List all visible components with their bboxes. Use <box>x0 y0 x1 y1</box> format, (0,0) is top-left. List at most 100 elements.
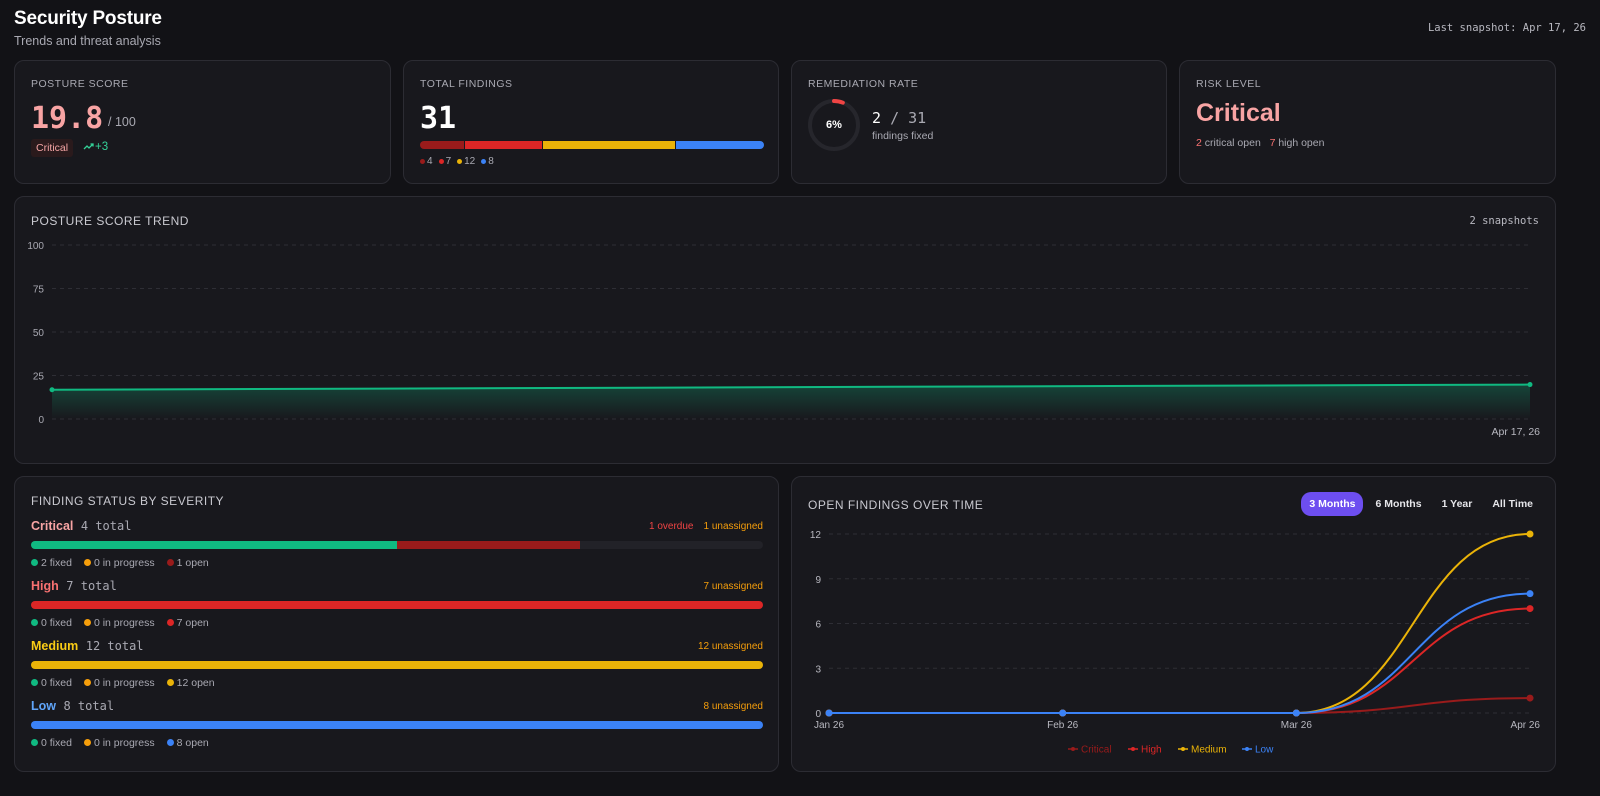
y-tick-label: 6 <box>815 620 821 631</box>
severity-status-legend: 0 fixed 0 in progress 12 open <box>31 677 215 689</box>
severity-name: Critical <box>31 519 74 533</box>
severity-row-low: Low 8 total 8 unassigned 0 fixed 0 in pr… <box>31 699 764 749</box>
open-segment <box>397 541 580 549</box>
open-segment <box>31 601 763 609</box>
dot-icon <box>438 158 444 164</box>
data-point-critical <box>1526 694 1534 702</box>
card-label: RISK LEVEL <box>1196 78 1262 90</box>
severity-total: 12 total <box>85 639 144 653</box>
severity-segment <box>543 141 675 149</box>
dot-icon <box>31 558 38 566</box>
severity-progress-track <box>31 541 763 549</box>
risk-level-value: Critical <box>1196 99 1281 127</box>
section-title: OPEN FINDINGS OVER TIME <box>808 498 984 512</box>
dot-icon <box>457 158 463 164</box>
high-open-count: 7 <box>1269 137 1276 149</box>
legend-item-critical[interactable]: Critical <box>1068 745 1112 756</box>
risk-level-card: RISK LEVEL Critical 2 critical open 7 hi… <box>1179 60 1556 184</box>
legend-item-high[interactable]: High <box>1128 745 1162 756</box>
in-progress-count: 0 in progress <box>93 557 155 569</box>
severity-heading: Critical 4 total <box>31 519 763 533</box>
legend-label: Medium <box>1191 745 1227 756</box>
legend-item-medium[interactable]: Medium <box>1178 745 1227 756</box>
legend-dot-icon <box>1071 747 1075 751</box>
severity-count: 7 <box>445 156 452 167</box>
fixed-legend: 0 fixed <box>31 677 72 689</box>
tab-all-time[interactable]: All Time <box>1492 498 1533 510</box>
severity-count: 12 <box>464 156 476 167</box>
remediation-count: 2 / 31 <box>872 109 926 127</box>
x-tick-label: Apr 17, 26 <box>1492 426 1541 438</box>
overdue-count: 1 overdue <box>649 521 694 532</box>
dot-icon <box>83 738 91 746</box>
severity-row-high: High 7 total 7 unassigned 0 fixed 0 in p… <box>31 579 764 629</box>
score-point <box>49 387 55 393</box>
section-title: POSTURE SCORE TREND <box>31 214 189 228</box>
data-point-low <box>1059 709 1067 717</box>
status-badge: Critical <box>31 139 74 157</box>
y-tick-label: 25 <box>33 372 45 383</box>
severity-name: Low <box>31 699 56 713</box>
tab-6-months[interactable]: 6 Months <box>1375 498 1422 510</box>
data-point-low <box>1292 709 1300 717</box>
finding-status-card: FINDING STATUS BY SEVERITY Critical 4 to… <box>14 476 779 772</box>
in-progress-legend: 0 in progress <box>83 557 155 569</box>
severity-total: 7 total <box>66 579 117 593</box>
severity-progress-track <box>31 601 763 609</box>
y-tick-label: 12 <box>810 530 822 541</box>
series-line-low <box>829 592 1531 714</box>
open-legend: 7 open <box>166 617 209 629</box>
dot-icon <box>83 618 91 626</box>
tab-3-months[interactable]: 3 Months <box>1301 492 1364 516</box>
in-progress-legend: 0 in progress <box>83 677 155 689</box>
posture-score-card: POSTURE SCORE 19.8 / 100 Critical +3 <box>14 60 391 184</box>
score-line <box>51 383 1531 391</box>
severity-status-legend: 2 fixed 0 in progress 1 open <box>31 557 209 569</box>
unassigned-count: 8 unassigned <box>703 701 764 712</box>
dot-icon <box>166 558 174 566</box>
severity-name: High <box>31 579 59 593</box>
severity-count: 8 <box>488 156 494 167</box>
severity-count: 4 <box>427 156 433 167</box>
score-area <box>52 384 1530 419</box>
legend-item-low[interactable]: Low <box>1242 745 1274 756</box>
remediation-ring <box>808 99 860 151</box>
open-count: 8 open <box>176 737 209 749</box>
page-title: Security Posture <box>14 8 162 29</box>
severity-flags: 7 unassigned <box>694 581 764 592</box>
y-tick-label: 3 <box>815 664 821 675</box>
severity-legend-item: 12 <box>457 156 475 167</box>
fixed-count: 2 <box>872 109 882 127</box>
severity-flags: 8 unassigned <box>694 701 764 712</box>
open-findings-card: OPEN FINDINGS OVER TIME 3 Months 6 Months… <box>791 476 1556 772</box>
remediation-rate-card: REMEDIATION RATE 6% 2 / 31 findings fixe… <box>791 60 1167 184</box>
open-segment <box>31 661 763 669</box>
score-trend-value: +3 <box>95 141 109 153</box>
fixed-count: 2 fixed <box>41 557 72 569</box>
severity-row-medium: Medium 12 total 12 unassigned 0 fixed 0 … <box>31 639 763 689</box>
dot-icon <box>166 618 174 626</box>
data-point-low <box>825 709 833 717</box>
dot-icon <box>166 738 174 746</box>
severity-name: Medium <box>31 639 79 653</box>
legend-dot-icon <box>1245 747 1249 751</box>
card-label: TOTAL FINDINGS <box>420 78 513 90</box>
legend-dot-icon <box>1131 747 1135 751</box>
series-line-high <box>829 607 1531 714</box>
severity-total: 4 total <box>80 519 132 533</box>
in-progress-legend: 0 in progress <box>83 737 155 749</box>
dot-icon <box>166 678 174 686</box>
tab-1-year[interactable]: 1 Year <box>1441 498 1473 510</box>
page-header: Security Posture Trends and threat analy… <box>14 8 162 48</box>
critical-open-text: critical open <box>1204 137 1261 149</box>
open-legend: 1 open <box>166 557 209 569</box>
in-progress-count: 0 in progress <box>93 737 155 749</box>
fixed-legend: 2 fixed <box>31 557 72 569</box>
score-trend: +3 <box>83 141 108 153</box>
severity-status-legend: 0 fixed 0 in progress 7 open <box>31 617 209 629</box>
y-tick-label: 100 <box>27 241 44 252</box>
posture-trend-chart: 0 25 50 75 100 Apr 17, 26 <box>27 241 1541 438</box>
x-tick-label: Mar 26 <box>1281 720 1313 731</box>
critical-open-count: 2 <box>1196 137 1202 149</box>
severity-progress-track <box>31 721 763 729</box>
